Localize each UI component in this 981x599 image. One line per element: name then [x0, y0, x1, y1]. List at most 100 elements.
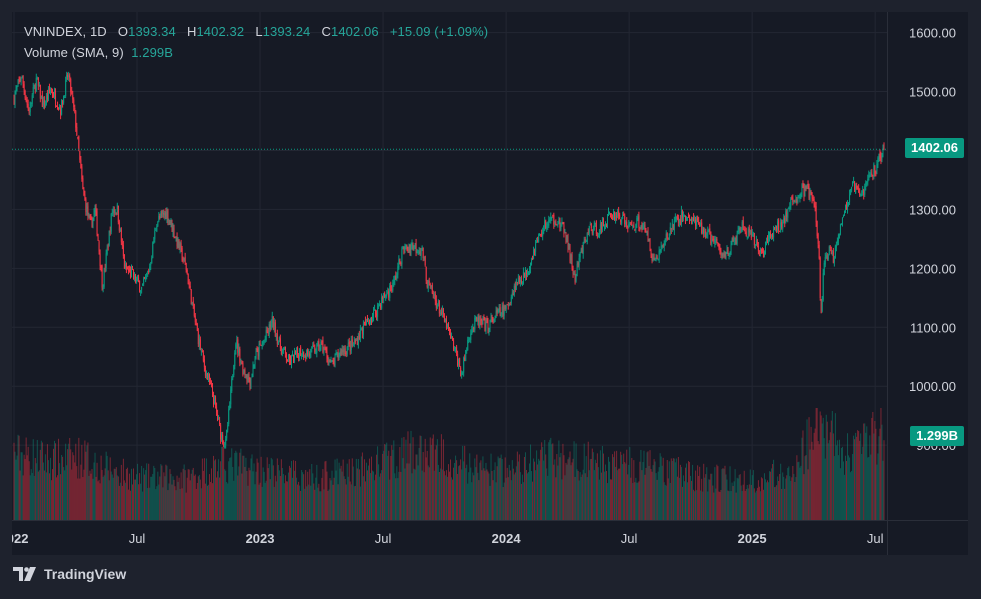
candle	[585, 240, 587, 242]
volume-bar	[813, 432, 815, 520]
volume-bar	[763, 473, 765, 520]
candle	[169, 221, 171, 224]
volume-bar	[443, 471, 445, 520]
candle	[200, 350, 202, 352]
volume-bar	[516, 451, 518, 520]
volume-bar	[345, 484, 347, 520]
volume-bar	[203, 458, 205, 520]
candle	[315, 351, 317, 354]
volume-bar	[313, 483, 315, 520]
candle	[716, 238, 718, 243]
candle	[89, 214, 91, 220]
chart-pane[interactable]: 900.001000.001100.001200.001300.001500.0…	[12, 12, 968, 555]
volume-bar	[425, 457, 427, 520]
candle	[839, 224, 841, 235]
volume-bar	[227, 483, 229, 520]
volume-bar	[852, 454, 854, 520]
candle	[826, 256, 828, 259]
volume-bar	[468, 472, 470, 520]
candle	[549, 219, 551, 221]
candle	[840, 224, 842, 226]
volume-bar	[832, 433, 834, 520]
candle	[50, 89, 52, 91]
volume-bar	[241, 473, 243, 520]
candle	[340, 351, 342, 356]
candle	[533, 250, 535, 259]
candle	[646, 230, 648, 233]
volume-bar	[90, 473, 92, 520]
candle	[787, 209, 789, 218]
candle	[760, 250, 762, 252]
candle	[74, 107, 76, 112]
volume-bar	[26, 455, 28, 520]
candle	[194, 315, 196, 323]
volume-bar	[259, 482, 261, 520]
volume-bar	[484, 470, 486, 520]
volume-bar	[707, 491, 709, 520]
candle	[702, 227, 704, 234]
volume-bar	[491, 470, 493, 520]
candle	[505, 305, 507, 309]
volume-bar	[623, 453, 625, 520]
volume-bar	[87, 442, 89, 520]
candle	[218, 418, 220, 420]
volume-bar	[801, 437, 803, 520]
candle	[684, 216, 686, 222]
candle	[551, 216, 553, 219]
volume-bar	[255, 471, 257, 520]
volume-bar	[430, 445, 432, 520]
volume-bar	[283, 483, 285, 520]
candle	[790, 198, 792, 206]
candle	[751, 233, 753, 237]
candle	[531, 259, 533, 264]
symbol-name[interactable]: VNINDEX	[24, 24, 83, 39]
volume-bar	[281, 467, 283, 520]
candle	[364, 320, 366, 326]
price-volume-chart[interactable]: 900.001000.001100.001200.001300.001500.0…	[12, 12, 968, 555]
volume-bar	[74, 462, 76, 520]
volume-bar	[822, 417, 824, 520]
candle	[863, 189, 865, 196]
candle	[186, 270, 188, 274]
candle	[262, 341, 264, 345]
interval-label[interactable]: 1D	[89, 24, 107, 39]
candle	[510, 297, 512, 304]
volume-bar	[323, 489, 325, 520]
volume-bar	[347, 476, 349, 520]
volume-bar	[154, 467, 156, 520]
candle	[522, 271, 524, 284]
candle	[56, 105, 58, 107]
volume-bar	[865, 432, 867, 520]
volume-bar	[805, 455, 807, 520]
volume-bar	[483, 468, 485, 520]
volume-bar	[370, 473, 372, 520]
candle	[458, 359, 460, 365]
candle	[76, 127, 78, 136]
candle	[763, 251, 765, 257]
volume-bar	[816, 408, 818, 520]
price-tick-label: 1100.00	[910, 320, 956, 335]
tradingview-logo[interactable]: TradingView	[13, 566, 126, 582]
candle	[867, 178, 869, 183]
volume-bar	[824, 458, 826, 520]
volume-bar	[576, 469, 578, 520]
volume-bar	[487, 471, 489, 520]
volume-bar	[595, 463, 597, 520]
candle	[36, 78, 38, 80]
volume-study-name[interactable]: Volume (SMA, 9)	[24, 45, 124, 60]
volume-bar	[202, 470, 204, 520]
volume-bar	[770, 471, 772, 520]
candle	[756, 241, 758, 245]
volume-bar	[24, 459, 26, 520]
candle	[142, 283, 144, 286]
volume-bar	[47, 460, 49, 520]
volume-bar	[669, 482, 671, 520]
volume-legend[interactable]: Volume (SMA, 9) 1.299B	[24, 45, 173, 60]
volume-bar	[736, 477, 738, 520]
volume-bar	[786, 475, 788, 520]
candle	[601, 220, 603, 228]
volume-bar	[859, 440, 861, 520]
volume-bar	[75, 443, 77, 520]
volume-bar	[632, 482, 634, 520]
candle	[506, 304, 508, 306]
